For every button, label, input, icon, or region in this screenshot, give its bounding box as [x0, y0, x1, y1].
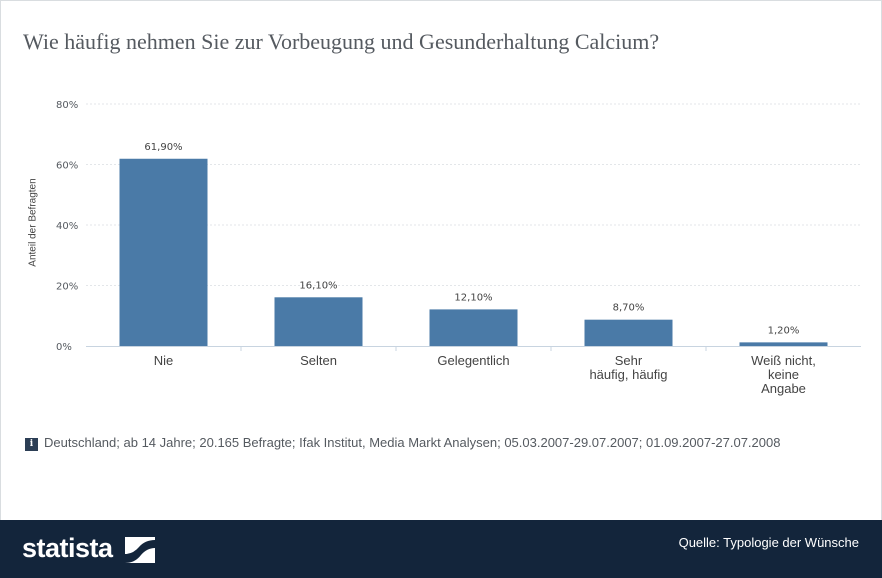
statista-logo[interactable]: statista — [22, 533, 113, 563]
x-tick-label: Sehr häufig, häufig — [589, 353, 668, 382]
info-note-text: Deutschland; ab 14 Jahre; 20.165 Befragt… — [44, 435, 781, 450]
bar[interactable] — [584, 319, 673, 346]
data-label: 16,10% — [299, 280, 337, 291]
data-label: 1,20% — [768, 325, 800, 336]
data-label: 8,70% — [613, 303, 645, 314]
x-tick-label: Gelegentlich — [437, 353, 510, 368]
statista-logo-icon — [125, 537, 155, 563]
info-note: i Deutschland; ab 14 Jahre; 20.165 Befrag… — [25, 435, 780, 451]
chart-card: Wie häufig nehmen Sie zur Vorbeugung und… — [0, 0, 882, 521]
x-tick-label: Nie — [153, 353, 174, 368]
x-tick-label: Weiß nicht, keine Angabe — [751, 353, 816, 396]
bar[interactable] — [119, 158, 208, 346]
y-tick-label: 20% — [56, 282, 78, 293]
bar-chart: 0% 20% 40% 60% 80% 61,90% 16,10% 12,10% 8,70% 1,2… — [56, 100, 861, 353]
bar[interactable] — [274, 297, 363, 346]
data-label: 61,90% — [144, 142, 182, 153]
x-tick-label: Selten — [300, 353, 337, 368]
source-text: Quelle: Typologie der Wünsche — [678, 535, 859, 550]
bar[interactable] — [429, 309, 518, 346]
chart-title: Wie häufig nehmen Sie zur Vorbeugung und… — [23, 29, 660, 54]
y-tick-label: 80% — [56, 100, 78, 111]
data-label: 12,10% — [454, 292, 492, 303]
info-icon[interactable]: i — [25, 438, 38, 451]
footer: statista Quelle: Typologie der Wünsche — [0, 520, 882, 578]
y-tick-label: 40% — [56, 221, 78, 232]
y-tick-label: 0% — [56, 342, 72, 353]
y-tick-label: 60% — [56, 161, 78, 172]
bar[interactable] — [739, 342, 828, 346]
